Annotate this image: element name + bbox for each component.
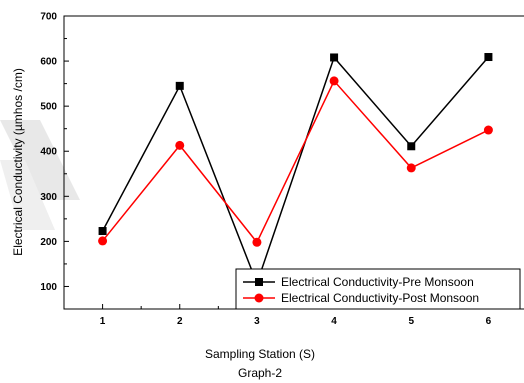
x-tick-label: 6	[486, 316, 492, 327]
y-tick-label: 300	[40, 192, 57, 203]
x-tick-label: 4	[331, 316, 337, 327]
y-tick-label: 100	[40, 282, 57, 293]
data-point	[329, 76, 339, 86]
series-layer	[98, 53, 493, 288]
x-tick-label: 2	[177, 316, 183, 327]
x-tick-label: 5	[408, 316, 414, 327]
data-point	[98, 227, 107, 236]
y-tick-label: 700	[40, 12, 57, 23]
data-point	[407, 142, 416, 151]
graph-caption: Graph-2	[238, 366, 282, 380]
y-axis-ticks: 100 200 300 400 500 600 700	[40, 12, 69, 310]
legend-marker	[255, 278, 263, 286]
legend-label: Electrical Conductivity-Post Monsoon	[281, 291, 479, 305]
data-point	[175, 140, 185, 150]
y-tick-label: 200	[40, 237, 57, 248]
watermark	[0, 120, 80, 230]
x-axis-title: Sampling Station (S)	[205, 347, 315, 361]
y-axis-title: Electrical Conductivity (µmhos /cm)	[11, 68, 25, 256]
legend: Electrical Conductivity-Pre Monsoon Elect…	[235, 268, 521, 310]
series-line-2	[101, 79, 489, 244]
y-tick-label: 500	[40, 102, 57, 113]
data-point	[484, 53, 493, 62]
x-tick-label: 3	[254, 316, 260, 327]
y-tick-label: 400	[40, 147, 57, 158]
series-line-1	[101, 55, 489, 286]
data-point	[330, 53, 339, 62]
plot-frame	[63, 15, 524, 310]
data-point	[252, 237, 262, 247]
data-point	[98, 236, 108, 246]
legend-marker	[254, 293, 264, 303]
data-point	[175, 81, 184, 90]
y-tick-label: 600	[40, 57, 57, 68]
x-tick-label: 1	[100, 316, 106, 327]
legend-box	[235, 268, 521, 310]
data-point	[406, 163, 416, 173]
legend-label: Electrical Conductivity-Pre Monsoon	[281, 275, 474, 289]
data-point	[483, 125, 493, 135]
